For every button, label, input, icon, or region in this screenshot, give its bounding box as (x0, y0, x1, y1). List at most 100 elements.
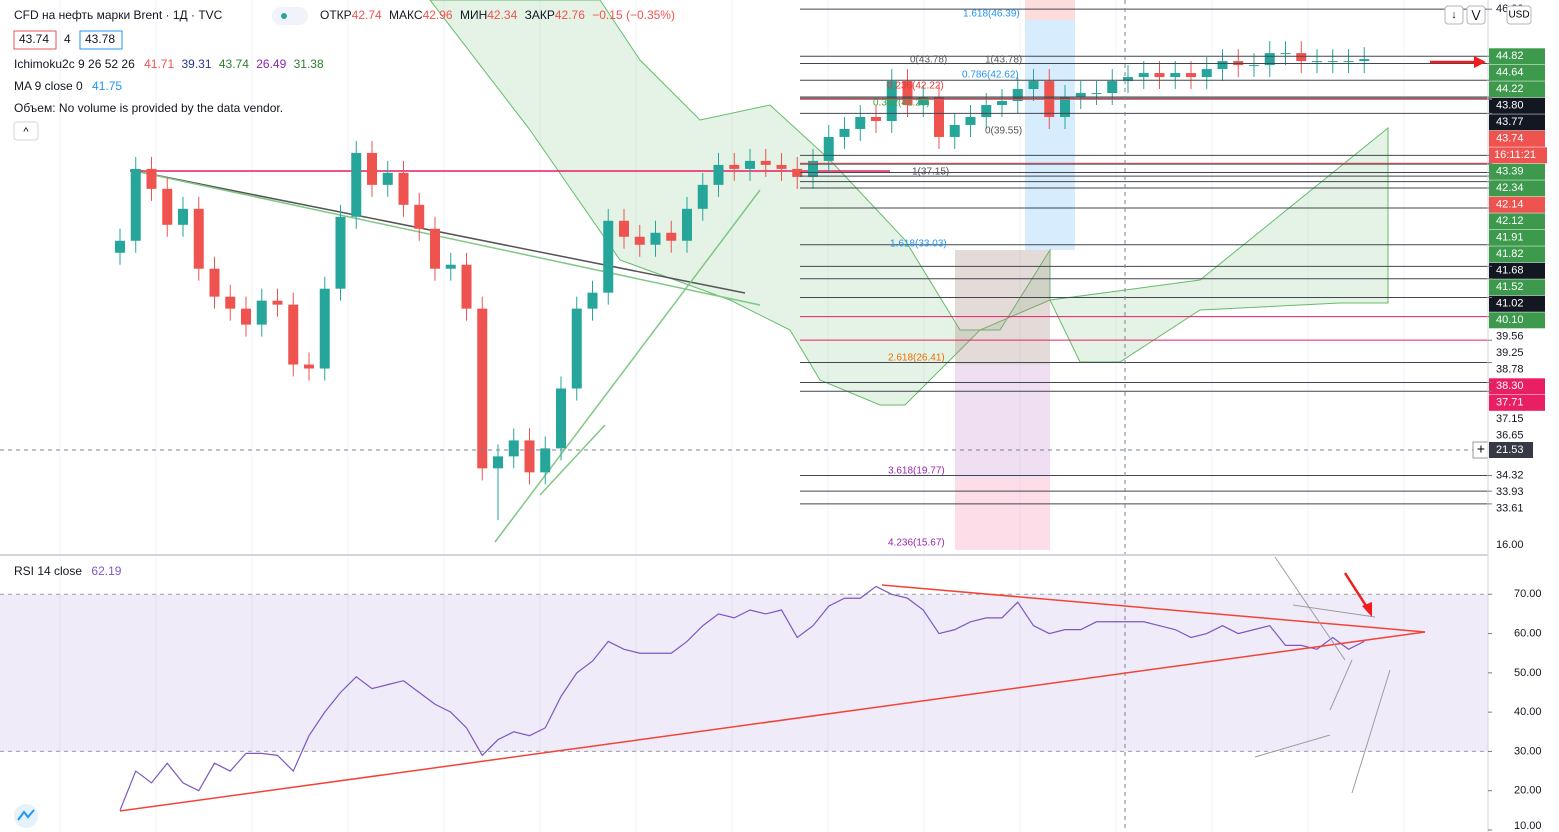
candle-body (445, 264, 456, 269)
y-tick-box (1489, 312, 1545, 329)
candle-body (1343, 61, 1354, 63)
arrow-head (1474, 56, 1486, 68)
toolbar-button[interactable] (1444, 5, 1464, 25)
y-tick-label: 38.30 (1496, 380, 1524, 392)
candle-body (587, 292, 598, 309)
candle-body (288, 304, 299, 365)
candle-body (241, 308, 251, 325)
candle-body (430, 228, 440, 269)
axis-labels: 46.0044.8244.6444.2243.8043.7743.7416:11… (1488, 3, 1547, 832)
candle-body (1312, 61, 1322, 63)
indicator-value: 41.71 (144, 57, 174, 71)
candle-body (178, 208, 188, 225)
candle-body (981, 105, 992, 117)
candle-body (1249, 65, 1259, 67)
candle-body (1107, 81, 1118, 94)
countdown-box (1489, 147, 1547, 164)
trend-line (129, 169, 761, 306)
candle-body (776, 164, 787, 169)
candle-body (335, 216, 346, 289)
candle-body (319, 288, 330, 369)
y-tick-label: 34.32 (1496, 469, 1524, 481)
countdown: 16:11:21 (1494, 149, 1536, 161)
collapse-button[interactable] (13, 121, 39, 141)
candle-body (808, 160, 818, 177)
y-tick-label: 38.78 (1496, 364, 1524, 376)
y-tick-label: 41.68 (1496, 265, 1524, 277)
label: ЗАКР (525, 8, 555, 22)
indicator-value: 26.49 (256, 57, 286, 71)
indicator-name: RSI 14 close (14, 564, 82, 578)
toolbar-button[interactable] (1466, 5, 1486, 25)
candle-body (1170, 73, 1181, 78)
y-tick-label: 39.56 (1496, 331, 1524, 343)
fib-zone (955, 478, 1050, 550)
plot-area (115, 8, 1488, 521)
y-tick-label: 42.14 (1496, 199, 1524, 211)
currency-button[interactable] (1506, 5, 1532, 25)
fib-zone (955, 365, 1050, 478)
label: МИН (460, 8, 487, 22)
candle-body (225, 296, 236, 309)
y-tick-box (1489, 163, 1545, 180)
indicator-value: 39.31 (181, 57, 211, 71)
y-tick-box (1489, 114, 1545, 131)
candle-body (902, 81, 913, 106)
symbol-title: CFD на нефть марки Brent · 1Д · TVC (14, 8, 223, 22)
candle-body (115, 240, 125, 253)
collapse-icon: ^ (23, 126, 29, 138)
candle-body (997, 101, 1007, 106)
y-tick-label: 40.10 (1496, 314, 1524, 326)
candle-body (556, 388, 566, 449)
bid-box[interactable] (13, 30, 57, 50)
rsi-drawing (1329, 659, 1353, 711)
candle-body (146, 168, 157, 189)
fib-label: 2.618(26.41) (888, 353, 945, 364)
y-tick-box (1489, 279, 1545, 296)
volume-note: Объем: No volume is provided by the data… (14, 101, 283, 115)
change: −0.15 (−0.35%) (592, 8, 675, 22)
candle-body (571, 308, 582, 389)
candle-body (209, 268, 220, 297)
fib-label: 1(37.15) (912, 167, 949, 178)
y-tick-box (1489, 97, 1545, 114)
candle-body (193, 208, 204, 269)
candle-body (304, 364, 314, 369)
candle-body (619, 220, 629, 237)
y-tick-label: 40.00 (1514, 706, 1542, 718)
candle-body (1060, 97, 1070, 117)
y-tick-box (1489, 394, 1545, 411)
candle-body (634, 236, 645, 245)
quantity: 4 (64, 32, 71, 46)
candle-body (839, 128, 850, 137)
value: 42.74 (352, 8, 382, 22)
candle-body (1296, 53, 1307, 62)
status-button[interactable] (272, 7, 308, 25)
fib-zone (1025, 20, 1075, 250)
y-tick-label: 44.64 (1496, 67, 1524, 79)
ohlc-line: ОТКР42.74 МАКС42.96 МИН42.34 ЗАКР42.76 −… (320, 8, 675, 22)
y-tick-label: 60.00 (1514, 627, 1542, 639)
candle-body (666, 232, 677, 241)
candle-body (1186, 73, 1196, 78)
y-tick-label: 50.00 (1514, 667, 1542, 679)
y-tick-box (1489, 81, 1545, 98)
candle-body (130, 168, 141, 241)
candle-body (524, 440, 535, 473)
ask-box[interactable] (79, 30, 123, 50)
candle-body (1280, 53, 1291, 55)
y-tick-label: 39.25 (1496, 347, 1524, 359)
y-tick-label: 42.34 (1496, 182, 1524, 194)
candle-body (508, 440, 519, 457)
candle-body (493, 456, 503, 469)
y-tick-label: 37.15 (1496, 413, 1524, 425)
indicator-value: 62.19 (91, 564, 121, 578)
candle-body (1264, 53, 1275, 66)
y-tick-box (1489, 130, 1545, 147)
y-tick-box (1489, 48, 1545, 65)
fib-zone (1025, 0, 1075, 20)
y-tick-label: 37.71 (1496, 397, 1524, 409)
candle-body (1138, 73, 1149, 78)
y-tick-label: 10.00 (1514, 820, 1542, 832)
candle-body (1217, 61, 1228, 70)
